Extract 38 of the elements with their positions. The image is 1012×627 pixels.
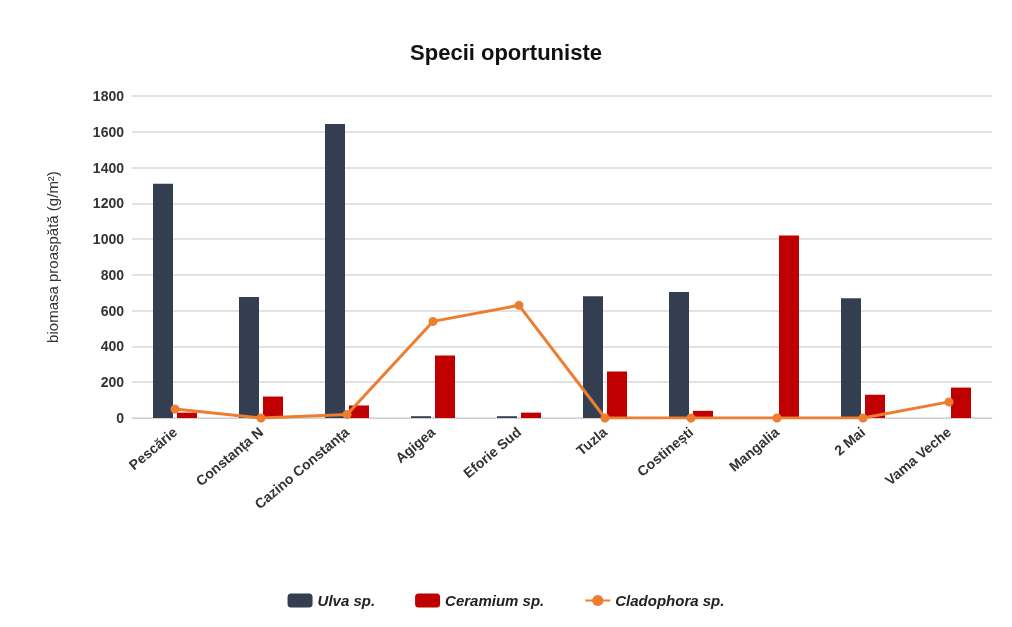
bar xyxy=(607,371,627,418)
y-tick-label: 0 xyxy=(116,410,125,426)
point xyxy=(944,397,954,407)
point xyxy=(170,404,180,414)
y-tick-label: 400 xyxy=(100,338,125,355)
bar xyxy=(177,412,197,418)
point xyxy=(858,413,868,423)
y-tick-label: 600 xyxy=(100,302,125,319)
y-tick-label: 800 xyxy=(100,266,125,283)
point xyxy=(686,413,696,423)
point xyxy=(514,300,524,310)
bar xyxy=(841,298,861,418)
bar xyxy=(239,297,259,418)
bar xyxy=(669,292,689,418)
bar xyxy=(951,387,971,418)
y-tick-label: 1200 xyxy=(92,195,125,212)
legend-label: Ceramium sp. xyxy=(445,592,545,609)
bar xyxy=(153,183,173,418)
x-tick-label: 2 Mai xyxy=(831,423,869,459)
y-tick-label: 1600 xyxy=(92,123,125,140)
legend-label: Ulva sp. xyxy=(317,592,376,609)
bar xyxy=(435,355,455,418)
legend-label: Cladophora sp. xyxy=(615,592,725,609)
point xyxy=(600,413,610,423)
y-tick-label: 1000 xyxy=(92,231,125,248)
point xyxy=(428,316,438,326)
chart-title: Specii oportuniste xyxy=(410,39,602,65)
bar xyxy=(583,296,603,418)
y-tick-label: 200 xyxy=(100,374,125,391)
bar xyxy=(521,412,541,418)
y-axis-title: biomasa proaspătă (g/m²) xyxy=(44,171,61,343)
point xyxy=(342,409,352,419)
y-tick-label: 1400 xyxy=(92,159,125,176)
point xyxy=(772,413,782,423)
bar xyxy=(325,124,345,418)
y-tick-label: 1800 xyxy=(92,88,125,104)
bar xyxy=(779,235,799,418)
point xyxy=(256,413,266,423)
